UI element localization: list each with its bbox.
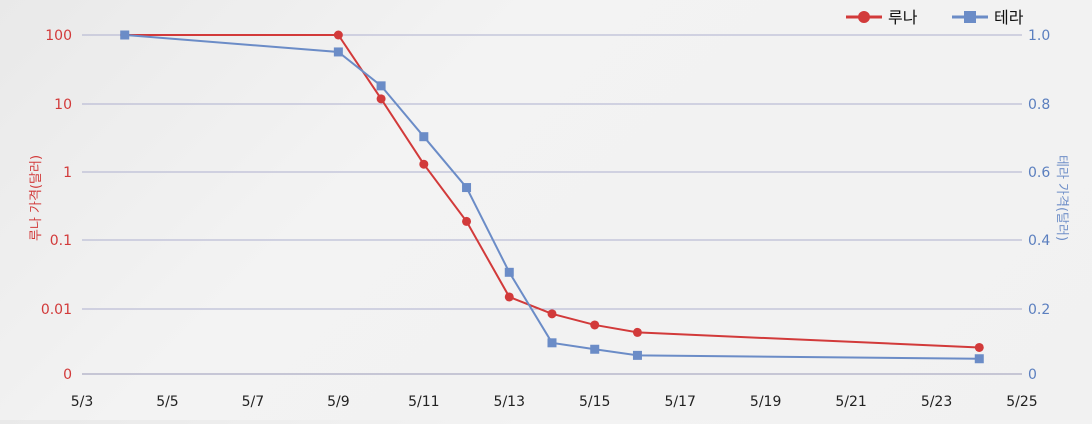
right-axis-tick-label: 0.8: [1028, 97, 1050, 113]
right-axis-tick-label: 0.4: [1028, 233, 1050, 249]
left-axis-tick-label: 0.1: [50, 233, 72, 249]
data-point-circle: [504, 292, 514, 302]
series-line-테라: [124, 34, 980, 360]
x-axis-tick-label: 5/21: [835, 394, 866, 410]
right-axis-tick-label: 0.6: [1028, 165, 1050, 181]
data-point-square: [120, 30, 130, 40]
series-line-루나: [124, 34, 980, 349]
left-axis-title: 루나 가격(달러): [29, 155, 44, 241]
x-axis-tick-label: 5/17: [664, 394, 695, 410]
x-axis-tick-label: 5/3: [71, 394, 94, 410]
x-axis-tick-label: 5/15: [579, 394, 610, 410]
right-axis-tick-label: 1.0: [1028, 28, 1050, 44]
data-point-circle: [632, 327, 642, 337]
data-point-circle: [462, 216, 472, 226]
left-axis-tick-label: 100: [45, 28, 72, 44]
right-axis-title: 테라 가격(달러): [1054, 155, 1069, 241]
x-axis-tick-label: 5/25: [1006, 394, 1037, 410]
data-point-circle: [376, 94, 386, 104]
left-axis-tick-label: 10: [54, 97, 72, 113]
data-point-circle: [547, 309, 557, 319]
gridlines: [82, 34, 1022, 375]
x-axis-tick-label: 5/5: [156, 394, 179, 410]
data-point-circle: [974, 342, 984, 352]
data-point-square: [504, 267, 514, 277]
legend-label: 루나: [888, 8, 918, 27]
axes: 0 0.01 0.1 1 10 100 0 0.2 0.4 0.6 0.8 1.0 5/3 5/5 5/7 5…: [29, 28, 1069, 410]
right-axis-tick-label: 0.2: [1028, 302, 1050, 318]
legend: 루나 테라: [846, 8, 1024, 27]
data-point-square: [590, 344, 600, 354]
x-axis-tick-label: 5/13: [494, 394, 525, 410]
x-axis-tick-label: 5/7: [242, 394, 265, 410]
data-point-square: [376, 81, 386, 91]
x-axis-tick-label: 5/19: [750, 394, 781, 410]
data-point-square: [462, 183, 472, 193]
data-point-square: [632, 350, 642, 360]
data-point-circle: [333, 30, 343, 40]
legend-marker-square: [964, 11, 976, 23]
data-point-square: [547, 338, 557, 348]
series-layer: [120, 30, 984, 364]
legend-marker-circle: [858, 11, 870, 23]
data-point-square: [333, 47, 343, 57]
data-point-square: [419, 132, 429, 142]
legend-label: 테라: [994, 8, 1024, 27]
x-axis-tick-label: 5/9: [327, 394, 350, 410]
x-axis-tick-label: 5/11: [408, 394, 439, 410]
data-point-square: [974, 354, 984, 364]
left-axis-tick-label: 0: [63, 367, 72, 383]
data-point-circle: [419, 159, 429, 169]
left-axis-tick-label: 0.01: [41, 302, 72, 318]
right-axis-tick-label: 0: [1028, 367, 1037, 383]
data-point-circle: [590, 320, 600, 330]
x-axis-tick-label: 5/23: [921, 394, 952, 410]
left-axis-tick-label: 1: [63, 165, 72, 181]
